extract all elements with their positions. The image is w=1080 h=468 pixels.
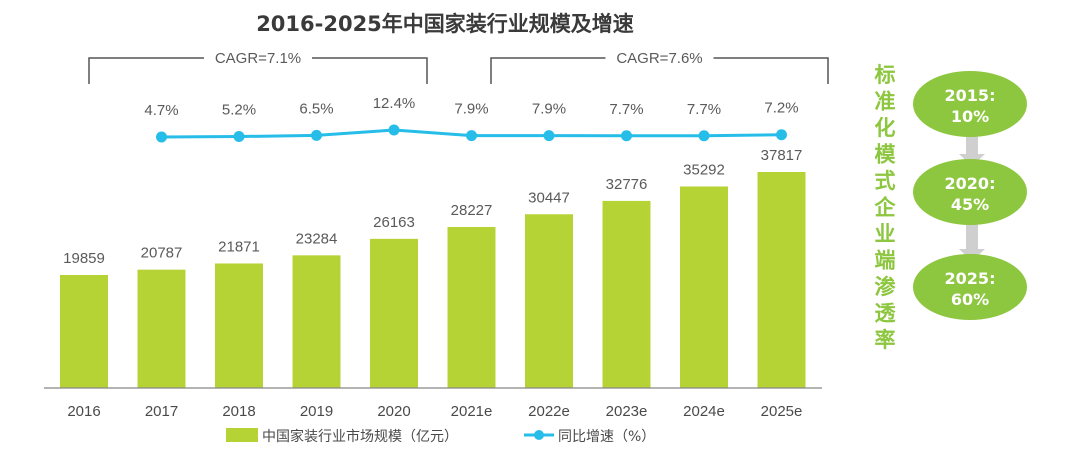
legend-bar-swatch: [226, 428, 258, 442]
penetration-steps: 2015: 10% 2020: 45% 2025: 60%: [913, 71, 1027, 320]
bar-value-label: 28227: [451, 202, 493, 219]
bar-value-label: 19859: [63, 250, 105, 267]
growth-line: [156, 124, 787, 143]
bar-2021e: [447, 227, 496, 388]
cagr-brackets: CAGR=7.1% CAGR=7.6%: [88, 50, 829, 84]
penetration-title-char: 端: [875, 249, 896, 273]
growth-value-label: 6.5%: [299, 100, 333, 117]
penetration-title-char: 标: [875, 63, 896, 87]
growth-value-label: 12.4%: [373, 95, 416, 112]
penetration-title-char: 渗: [875, 275, 897, 299]
growth-point-2025e: [776, 129, 787, 141]
growth-point-2023e: [621, 130, 632, 142]
legend-line-label: 同比增速（%）: [558, 429, 655, 445]
penetration-title-char: 模: [875, 143, 897, 167]
growth-labels: 4.7% 5.2% 6.5% 12.4% 7.9% 7.9% 7.7% 7.7% 7.2%: [144, 95, 798, 119]
cagr-bracket-right: [713, 57, 829, 84]
bar-2020: [370, 238, 418, 388]
growth-value-label: 4.7%: [144, 102, 178, 119]
x-tick-label: 2017: [145, 403, 178, 420]
penetration-title-char: 业: [875, 222, 896, 246]
penetration-title-char: 化: [875, 116, 896, 140]
bar-2018: [215, 263, 263, 388]
x-tick-label: 2018: [222, 403, 255, 420]
growth-value-label: 7.2%: [764, 100, 798, 117]
growth-value-label: 7.7%: [609, 101, 643, 118]
cagr-bracket-left: [88, 57, 204, 84]
penetration-title-char: 率: [875, 328, 896, 352]
penetration-title-char: 透: [875, 302, 897, 326]
bar-value-label: 26163: [373, 214, 415, 231]
legend: 中国家装行业市场规模（亿元） 同比增速（%）: [226, 428, 655, 445]
chart-title: 2016-2025年中国家装行业规模及增速: [256, 12, 634, 36]
cagr-label: CAGR=7.1%: [215, 50, 301, 67]
penetration-year: 2015:: [945, 86, 996, 105]
bar-value-label: 32776: [606, 176, 648, 193]
bar-value-label: 35292: [683, 161, 725, 178]
x-tick-label: 2020: [377, 403, 410, 420]
bar-2017: [137, 269, 186, 388]
growth-value-label: 7.7%: [687, 101, 721, 118]
penetration-oval: [913, 254, 1027, 320]
bar-value-label: 23284: [296, 230, 338, 247]
bar-value-label: 30447: [528, 189, 570, 206]
bars: [60, 172, 806, 388]
x-tick-label: 2024e: [683, 403, 725, 420]
growth-point-2021e: [466, 130, 477, 142]
penetration-oval: [913, 159, 1027, 225]
growth-value-label: 7.9%: [532, 101, 566, 118]
x-tick-label: 2023e: [606, 403, 648, 420]
x-tick-labels: 2016 2017 2018 2019 2020 2021e 2022e 2023e 2024e…: [67, 403, 802, 420]
penetration-title-char: 企: [874, 196, 897, 220]
bar-2019: [292, 255, 341, 388]
cagr-bracket-left: [490, 57, 606, 84]
growth-value-label: 5.2%: [222, 102, 256, 119]
growth-point-2022e: [543, 130, 555, 142]
bar-2023e: [602, 200, 651, 388]
legend-bar-label: 中国家装行业市场规模（亿元）: [262, 428, 458, 445]
x-tick-label: 2019: [300, 403, 333, 420]
growth-value-label: 7.9%: [454, 101, 488, 118]
legend-line-marker: [534, 430, 544, 440]
penetration-year: 2025:: [945, 269, 996, 288]
down-arrow-icon: [959, 126, 985, 166]
bar-value-label: 21871: [218, 238, 260, 255]
x-tick-label: 2025e: [761, 403, 803, 420]
cagr-label: CAGR=7.6%: [616, 50, 702, 67]
penetration-title-char: 式: [875, 169, 896, 193]
penetration-value: 45%: [951, 195, 989, 214]
growth-point-2024e: [698, 130, 710, 142]
bar-value-label: 20787: [141, 245, 183, 262]
bar-value-label: 37817: [761, 147, 803, 164]
x-tick-label: 2016: [67, 403, 100, 420]
cagr-bracket-right: [312, 57, 428, 84]
bar-2025e: [757, 172, 806, 388]
growth-point-2018: [233, 131, 245, 143]
penetration-value: 10%: [951, 107, 989, 126]
growth-point-2017: [156, 131, 167, 143]
bar-2024e: [680, 186, 728, 388]
penetration-title-char: 准: [875, 90, 896, 114]
bar-2016: [60, 275, 108, 388]
down-arrow-icon: [959, 214, 985, 261]
x-tick-label: 2021e: [451, 403, 493, 420]
growth-point-2020: [388, 124, 400, 136]
bar-labels: 19859 20787 21871 23284 26163 28227 30447 32776…: [63, 147, 802, 267]
x-tick-label: 2022e: [528, 403, 570, 420]
growth-point-2019: [311, 129, 322, 141]
penetration-year: 2020:: [945, 174, 996, 193]
penetration-value: 60%: [951, 290, 989, 309]
bar-2022e: [525, 214, 573, 388]
penetration-oval: [913, 71, 1027, 137]
